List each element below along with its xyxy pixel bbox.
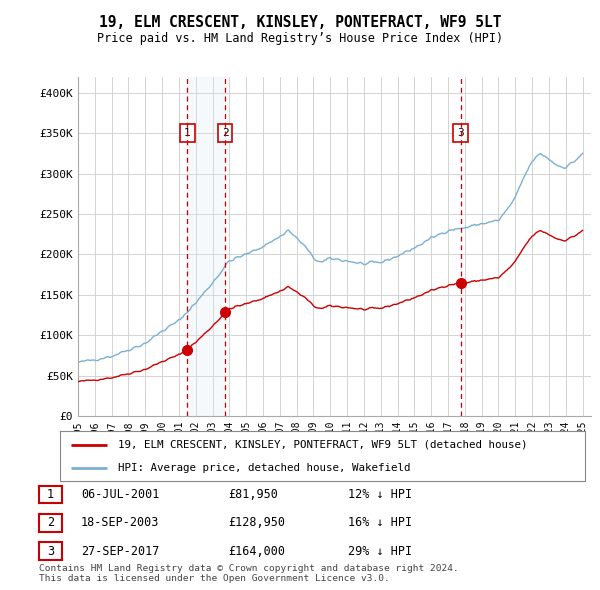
Text: £81,950: £81,950 — [228, 488, 278, 501]
Text: 18-SEP-2003: 18-SEP-2003 — [81, 516, 160, 529]
Text: Contains HM Land Registry data © Crown copyright and database right 2024.
This d: Contains HM Land Registry data © Crown c… — [39, 563, 459, 583]
Text: 19, ELM CRESCENT, KINSLEY, PONTEFRACT, WF9 5LT: 19, ELM CRESCENT, KINSLEY, PONTEFRACT, W… — [99, 15, 501, 30]
Text: 16% ↓ HPI: 16% ↓ HPI — [348, 516, 412, 529]
Text: HPI: Average price, detached house, Wakefield: HPI: Average price, detached house, Wake… — [118, 463, 410, 473]
Text: 12% ↓ HPI: 12% ↓ HPI — [348, 488, 412, 501]
Text: 3: 3 — [457, 127, 464, 137]
Text: Price paid vs. HM Land Registry’s House Price Index (HPI): Price paid vs. HM Land Registry’s House … — [97, 32, 503, 45]
Text: 1: 1 — [47, 488, 54, 501]
Text: 2: 2 — [47, 516, 54, 529]
Text: 27-SEP-2017: 27-SEP-2017 — [81, 545, 160, 558]
Text: 2: 2 — [222, 127, 229, 137]
Text: £128,950: £128,950 — [228, 516, 285, 529]
Text: 06-JUL-2001: 06-JUL-2001 — [81, 488, 160, 501]
Text: 19, ELM CRESCENT, KINSLEY, PONTEFRACT, WF9 5LT (detached house): 19, ELM CRESCENT, KINSLEY, PONTEFRACT, W… — [118, 440, 527, 450]
Text: £164,000: £164,000 — [228, 545, 285, 558]
Text: 3: 3 — [47, 545, 54, 558]
Bar — [187, 77, 225, 416]
Text: 1: 1 — [184, 127, 191, 137]
Text: 29% ↓ HPI: 29% ↓ HPI — [348, 545, 412, 558]
